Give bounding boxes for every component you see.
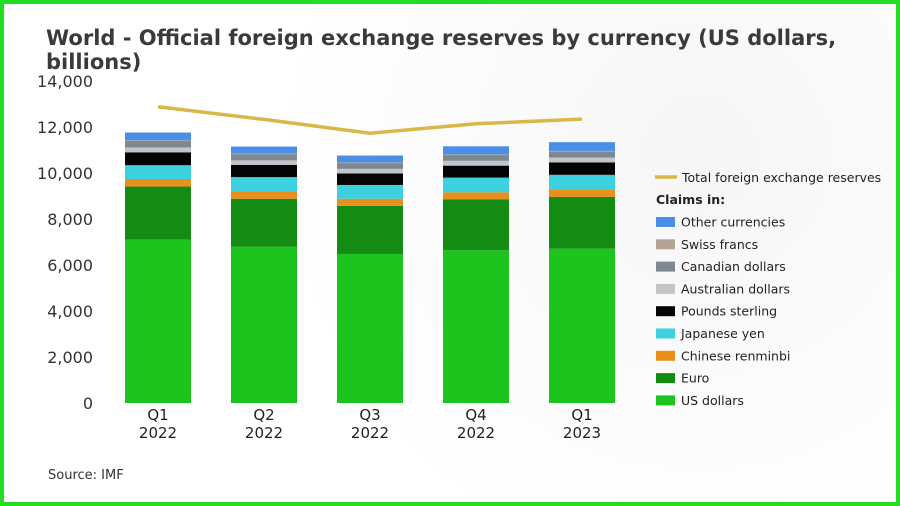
- total-line: [157, 105, 583, 135]
- x-tick-label-year: 2022: [351, 424, 389, 442]
- source-note: Source: IMF: [48, 468, 124, 483]
- bar-segment: [231, 160, 297, 165]
- y-tick-label: 6,000: [47, 256, 93, 275]
- bar-segment: [231, 154, 297, 161]
- legend-swatch: [656, 217, 675, 227]
- bar-segment: [125, 132, 191, 141]
- bar-segment: [549, 196, 615, 249]
- bar-segment: [125, 140, 191, 142]
- legend-line-label: Total foreign exchange reserves: [681, 170, 881, 185]
- bar-segment: [443, 250, 509, 403]
- legend-swatch: [656, 328, 675, 339]
- bar-segment: [125, 186, 191, 240]
- bar-segment: [125, 239, 191, 403]
- x-tick-label-year: 2022: [139, 424, 177, 442]
- bar-segment: [443, 165, 509, 178]
- bar-segment: [549, 157, 615, 163]
- legend-label: Japanese yen: [680, 326, 765, 341]
- bar-segment: [125, 147, 191, 153]
- bar-segment: [337, 253, 403, 403]
- legend-swatch: [656, 350, 675, 361]
- x-tick-label: Q1: [571, 406, 592, 424]
- legend-label: Euro: [681, 371, 709, 386]
- bar-segment: [231, 153, 297, 155]
- legend-label: Chinese renminbi: [681, 348, 790, 363]
- x-tick-label-year: 2022: [457, 424, 495, 442]
- x-tick-label-year: 2022: [245, 424, 283, 442]
- legend-swatch: [656, 239, 675, 250]
- bar-segment: [337, 173, 403, 185]
- legend-label: Other currencies: [681, 215, 785, 230]
- bar-segment: [549, 174, 615, 190]
- x-tick-label: Q4: [465, 406, 486, 424]
- legend-swatch: [656, 283, 675, 294]
- legend-label: Australian dollars: [681, 281, 790, 296]
- bar-segment: [337, 205, 403, 254]
- legend-swatch: [656, 306, 675, 317]
- bar-segment: [231, 146, 297, 154]
- bar-segment: [231, 198, 297, 247]
- bar-segment: [125, 165, 191, 179]
- y-tick-label: 2,000: [47, 348, 93, 367]
- bar-segment: [231, 191, 297, 199]
- bar-segment: [443, 154, 509, 156]
- y-tick-label: 8,000: [47, 210, 93, 229]
- bar-segment: [231, 164, 297, 178]
- legend-swatch: [656, 395, 675, 406]
- chart-title: World - Official foreign exchange reserv…: [46, 26, 837, 74]
- bar-segment: [337, 198, 403, 206]
- bar-segment: [337, 168, 403, 174]
- bar-segment: [443, 155, 509, 161]
- bar-segment: [125, 178, 191, 187]
- x-tick-label: Q2: [253, 406, 274, 424]
- y-tick-label: 14,000: [37, 72, 93, 91]
- legend-swatch: [656, 261, 675, 272]
- legend-heading: Claims in:: [656, 192, 725, 207]
- y-tick-label: 10,000: [37, 164, 93, 183]
- bar-segment: [549, 142, 615, 151]
- y-tick-label: 12,000: [37, 118, 93, 137]
- bar-segment: [549, 151, 615, 158]
- bar-segment: [443, 177, 509, 193]
- bar-segment: [337, 163, 403, 169]
- legend-label: Canadian dollars: [681, 259, 786, 274]
- bar-segment: [337, 155, 403, 163]
- bar-segment: [549, 248, 615, 403]
- y-tick-label: 4,000: [47, 302, 93, 321]
- y-tick-label: 0: [83, 394, 93, 413]
- bar-segment: [231, 246, 297, 403]
- x-tick-label-year: 2023: [563, 424, 601, 442]
- bar-segment: [443, 160, 509, 166]
- legend-label: Swiss francs: [681, 237, 758, 252]
- bar-segment: [337, 184, 403, 199]
- legend-label: US dollars: [681, 393, 744, 408]
- bar-segment: [549, 189, 615, 197]
- legend-swatch: [656, 373, 675, 384]
- bar-segment: [443, 146, 509, 155]
- bar-segment: [125, 152, 191, 166]
- bar-segment: [125, 141, 191, 148]
- bar-segment: [231, 177, 297, 192]
- bar-segment: [549, 150, 615, 152]
- bar-segment: [443, 192, 509, 200]
- bar-segment: [443, 199, 509, 251]
- x-tick-label: Q3: [359, 406, 380, 424]
- bar-segment: [337, 162, 403, 164]
- legend-label: Pounds sterling: [681, 304, 777, 319]
- x-tick-label: Q1: [147, 406, 168, 424]
- bar-segment: [549, 162, 615, 175]
